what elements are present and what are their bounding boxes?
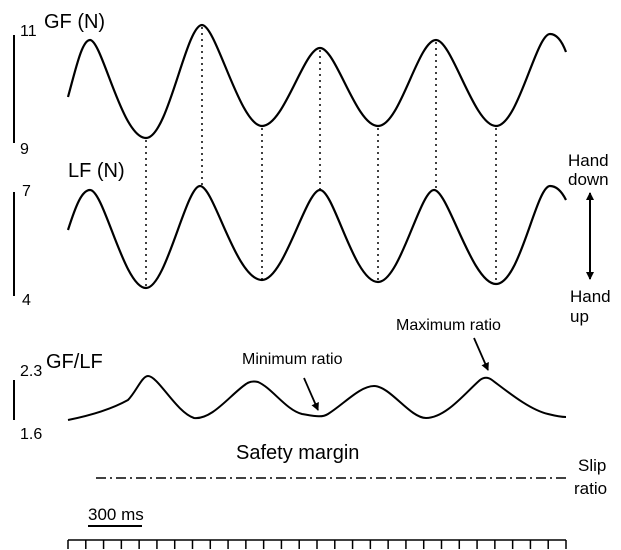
minimum-ratio-label: Minimum ratio: [242, 351, 343, 368]
gf-scale-top: 11: [20, 23, 37, 40]
time-ruler: [67, 539, 567, 549]
maximum-ratio-arrow: [473, 337, 489, 371]
lf-scale-bottom: 4: [22, 292, 31, 309]
alignment-lines: [145, 27, 497, 288]
ratio-scale-bottom: 1.6: [20, 426, 42, 443]
hand-down-label-1: Hand: [568, 151, 609, 170]
gf-title: GF (N): [44, 11, 105, 33]
ratio-trace: [67, 374, 567, 421]
maximum-ratio-label: Maximum ratio: [396, 317, 501, 334]
lf-title: LF (N): [68, 160, 125, 182]
minimum-ratio-arrow: [303, 377, 319, 411]
gf-scale-bottom: 9: [20, 141, 29, 158]
time-scale-label: 300 ms: [88, 505, 144, 524]
hand-down-label-2: down: [568, 170, 609, 189]
hand-up-label-2: up: [570, 307, 589, 326]
slip-ratio-label-2: ratio: [574, 479, 607, 498]
ratio-title: GF/LF: [46, 351, 103, 373]
ratio-scale-top: 2.3: [20, 363, 42, 380]
lf-trace: [66, 184, 567, 290]
safety-margin-label: Safety margin: [236, 442, 359, 464]
lf-scale-top: 7: [22, 183, 31, 200]
slip-ratio-label-1: Slip: [578, 456, 606, 475]
gf-trace: [66, 23, 568, 140]
hand-up-label-1: Hand: [570, 287, 611, 306]
